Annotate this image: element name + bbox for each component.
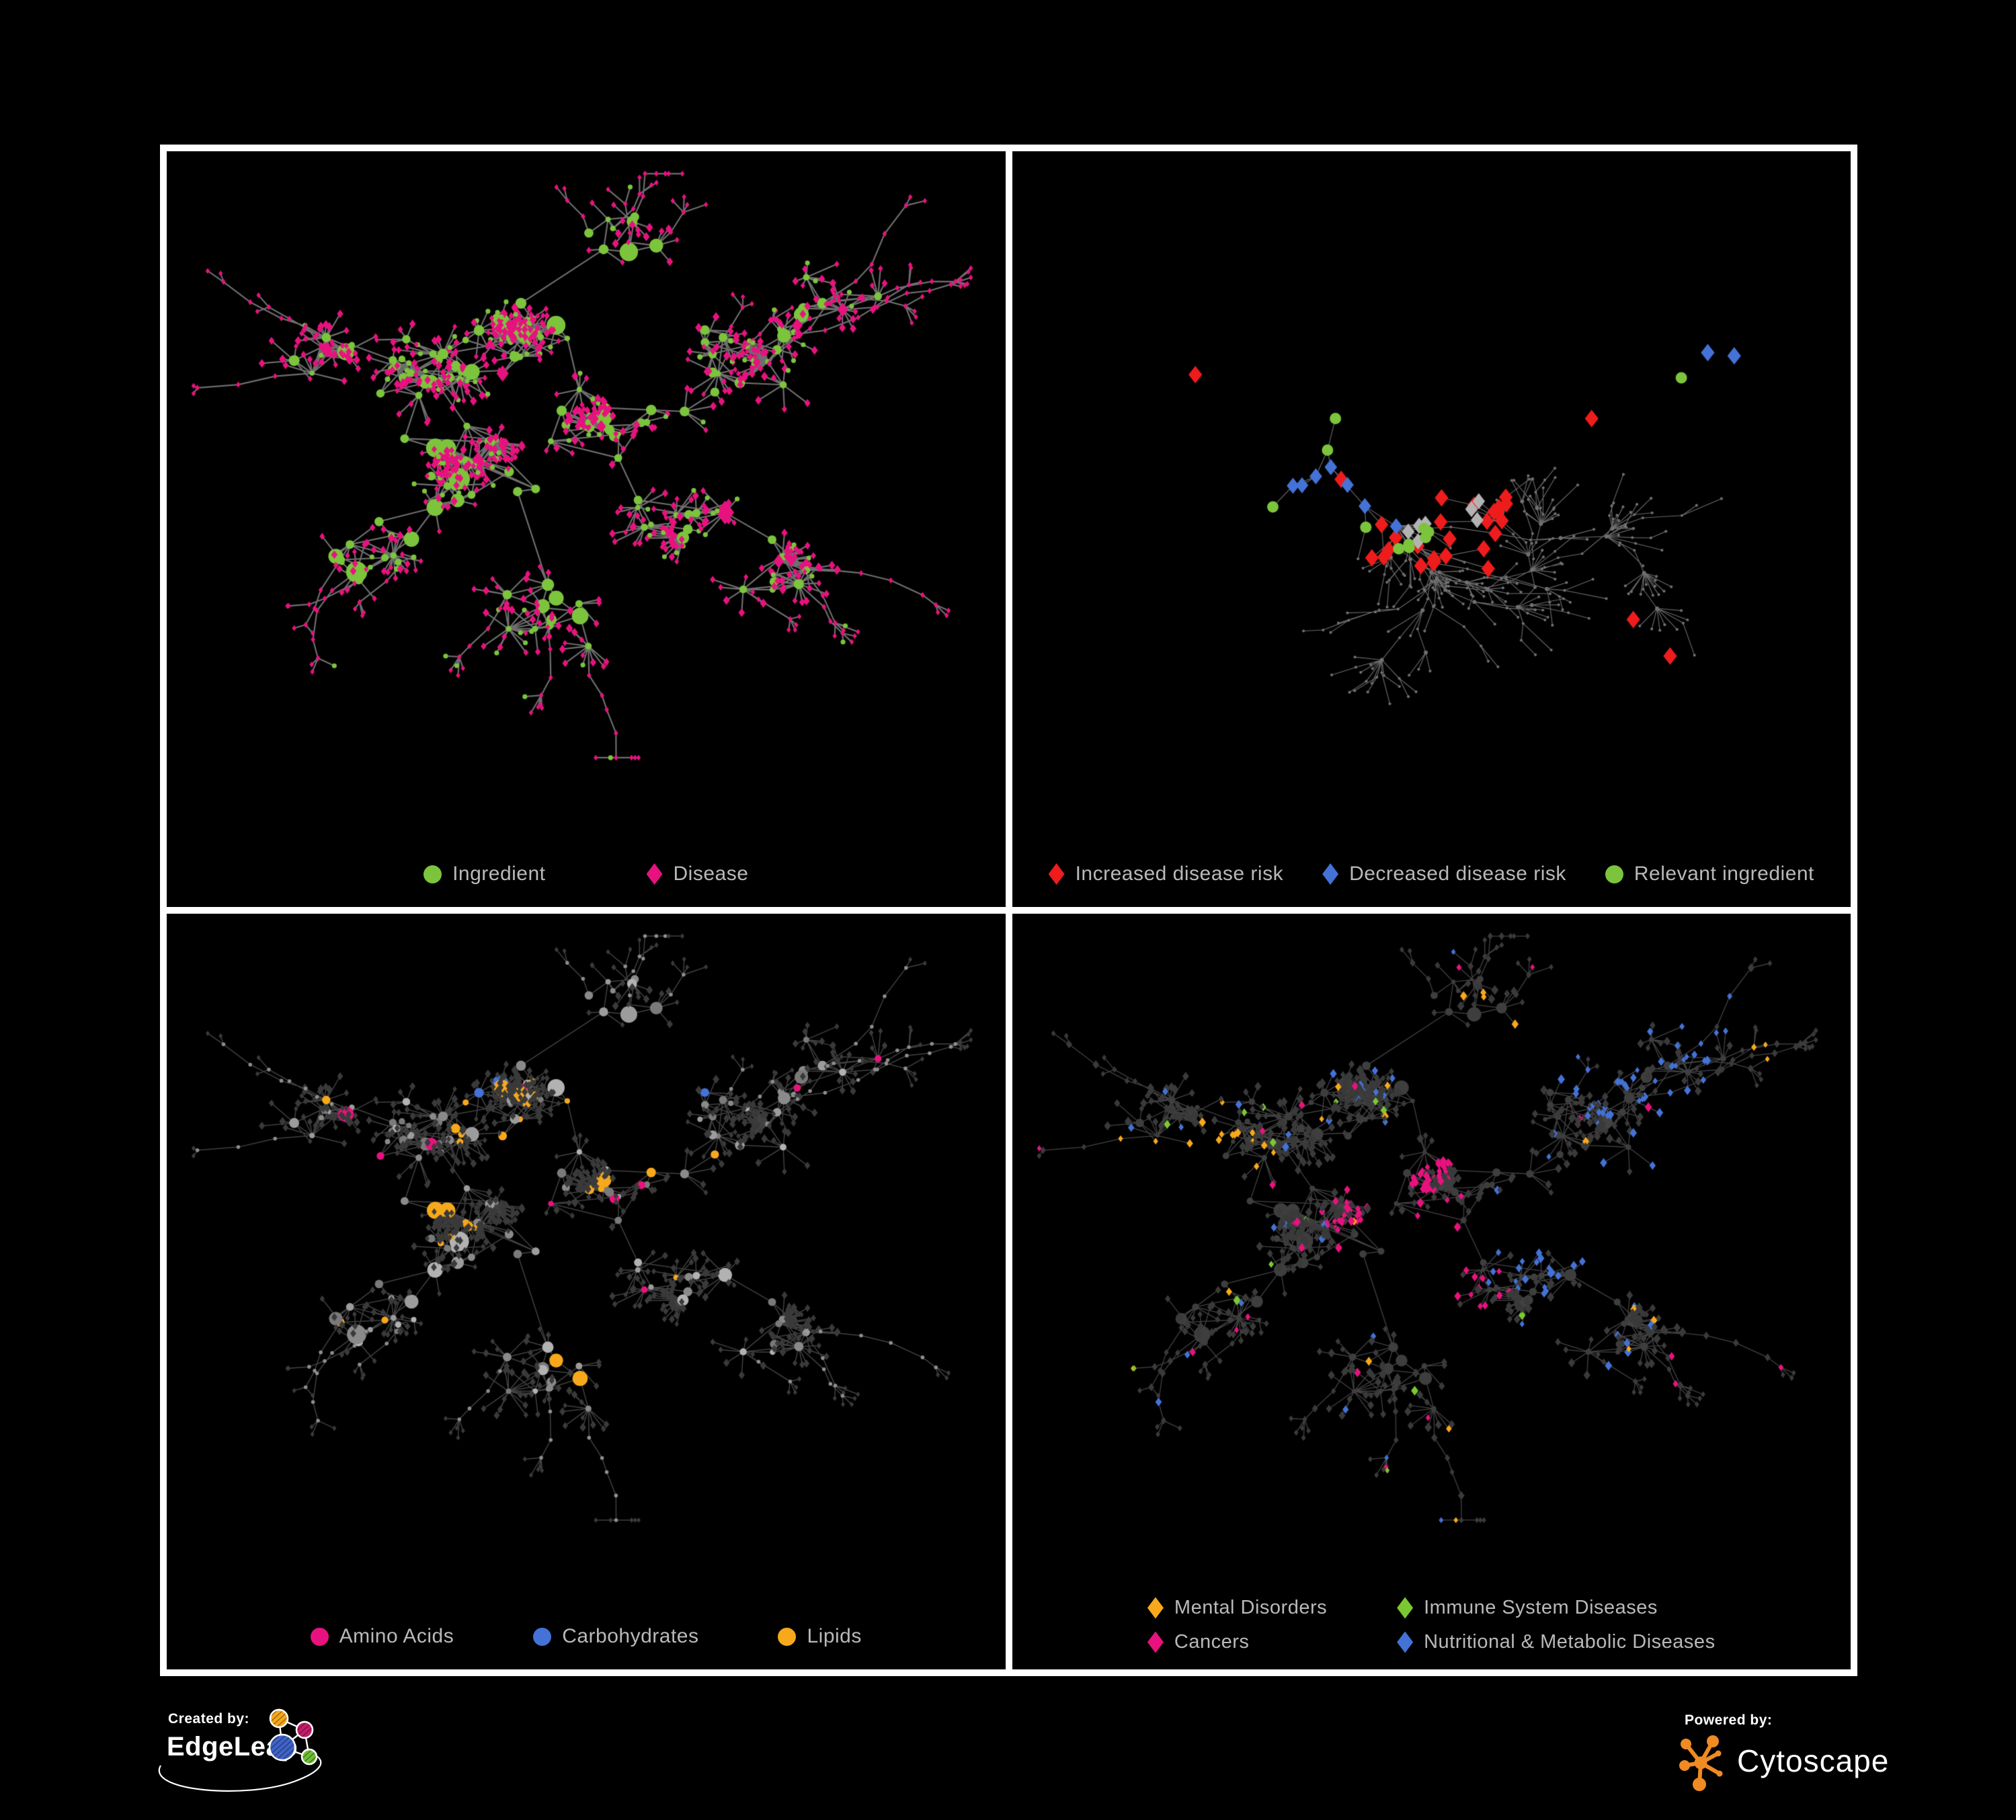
panel-grid: Ingredient Disease Increased disease ris… bbox=[160, 145, 1857, 1676]
cytoscape-logo-icon bbox=[1679, 1735, 1723, 1791]
legend-item: Mental Disorders bbox=[1147, 1597, 1327, 1619]
cancers-marker-icon bbox=[1147, 1631, 1164, 1653]
legend-item: Cancers bbox=[1147, 1631, 1327, 1653]
mental-disorders-marker-icon bbox=[1147, 1597, 1164, 1619]
carbohydrates-marker-icon bbox=[533, 1627, 552, 1646]
ingredient-marker-icon bbox=[424, 865, 442, 883]
legend-label: Lipids bbox=[807, 1625, 862, 1647]
nutritional-metabolic-marker-icon bbox=[1397, 1631, 1414, 1653]
legend-item: Amino Acids bbox=[310, 1625, 454, 1648]
legend-label: Immune System Diseases bbox=[1424, 1597, 1658, 1618]
panel-disease-categories: Mental Disorders Immune System Diseases … bbox=[1012, 914, 1851, 1669]
disease-marker-icon bbox=[646, 863, 663, 885]
legend-item: Increased disease risk bbox=[1048, 863, 1284, 885]
edgeleap-wordmark: EdgeLeap bbox=[167, 1732, 298, 1762]
amino-acids-marker-icon bbox=[310, 1627, 329, 1646]
network-chemical-classes bbox=[167, 914, 1006, 1669]
legend-item: Decreased disease risk bbox=[1322, 863, 1566, 885]
legend-label: Ingredient bbox=[452, 863, 546, 885]
cytoscape-wordmark: Cytoscape bbox=[1737, 1743, 1890, 1778]
lipids-marker-icon bbox=[778, 1627, 797, 1646]
legend-label: Cancers bbox=[1174, 1631, 1250, 1653]
legend-label: Increased disease risk bbox=[1075, 863, 1284, 885]
network-disease-risk bbox=[1012, 151, 1851, 907]
legend-label: Decreased disease risk bbox=[1349, 863, 1566, 885]
panel-disease-risk: Increased disease risk Decreased disease… bbox=[1012, 151, 1851, 907]
powered-by-label: Powered by: bbox=[1685, 1712, 1773, 1728]
legend-item: Lipids bbox=[778, 1625, 861, 1648]
legend-item: Ingredient bbox=[424, 863, 545, 885]
legend-disease-categories: Mental Disorders Immune System Diseases … bbox=[1147, 1597, 1716, 1653]
legend-label: Carbohydrates bbox=[562, 1625, 699, 1647]
legend-item: Immune System Diseases bbox=[1397, 1597, 1715, 1619]
legend-label: Relevant ingredient bbox=[1634, 863, 1814, 885]
network-ingredient-disease bbox=[167, 151, 1006, 907]
relevant-ingredient-marker-icon bbox=[1605, 865, 1623, 883]
panel-ingredient-disease: Ingredient Disease bbox=[167, 151, 1006, 907]
legend-item: Disease bbox=[646, 863, 749, 885]
legend-label: Nutritional & Metabolic Diseases bbox=[1424, 1631, 1716, 1653]
legend-label: Amino Acids bbox=[339, 1625, 454, 1647]
legend-label: Mental Disorders bbox=[1174, 1597, 1328, 1618]
legend-item: Nutritional & Metabolic Diseases bbox=[1397, 1631, 1715, 1653]
legend-chemical-classes: Amino Acids Carbohydrates Lipids bbox=[167, 1625, 1006, 1648]
increased-risk-marker-icon bbox=[1048, 863, 1065, 885]
created-by-label: Created by: bbox=[168, 1711, 250, 1727]
legend-disease-risk: Increased disease risk Decreased disease… bbox=[1012, 863, 1851, 885]
legend-ingredient-disease: Ingredient Disease bbox=[167, 863, 1006, 885]
immune-diseases-marker-icon bbox=[1397, 1597, 1414, 1619]
legend-item: Relevant ingredient bbox=[1605, 863, 1814, 885]
legend-item: Carbohydrates bbox=[533, 1625, 698, 1648]
panel-chemical-classes: Amino Acids Carbohydrates Lipids bbox=[167, 914, 1006, 1669]
legend-label: Disease bbox=[673, 863, 749, 885]
network-disease-categories bbox=[1012, 914, 1851, 1669]
decreased-risk-marker-icon bbox=[1322, 863, 1339, 885]
